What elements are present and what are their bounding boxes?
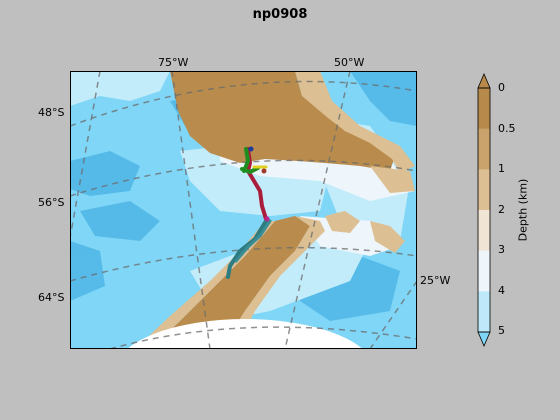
lat-label-48s: 48°S (38, 106, 65, 119)
ship-track (226, 146, 272, 279)
colorbar-band (478, 210, 490, 252)
colorbar-tick-4: 4 (498, 284, 505, 297)
south-america (170, 71, 395, 171)
colorbar-label: Depth (km) (516, 178, 530, 242)
colorbar-tick-3: 3 (498, 243, 505, 256)
colorbar-band (478, 250, 490, 292)
colorbar-tick-5: 5 (498, 324, 505, 337)
south-america-margin (295, 71, 415, 193)
lon-label-75w: 75°W (158, 56, 189, 69)
colorbar-band (478, 169, 490, 211)
colorbar-band (478, 291, 490, 333)
map-border (70, 71, 417, 349)
colorbar-bottom-extend (477, 331, 491, 348)
colorbar-band (478, 128, 490, 170)
lon-label-25w: 25°W (420, 274, 451, 287)
bathymetry-map (70, 71, 417, 349)
antarctic-peninsula (150, 216, 310, 349)
colorbar-band (478, 88, 490, 130)
colorbar-tick-1: 1 (498, 162, 505, 175)
colorbar-tick-0-5: 0.5 (498, 122, 516, 135)
lat-label-56s: 56°S (38, 196, 65, 209)
antarctica-ice (127, 319, 363, 349)
colorbar-tick-2: 2 (498, 203, 505, 216)
plot-title: np0908 (252, 7, 308, 22)
colorbar-tick-0: 0 (498, 81, 505, 94)
colorbar-top-extend (477, 72, 491, 89)
depth-colorbar (477, 72, 491, 348)
scotia-ridge (325, 211, 405, 253)
lon-label-50w: 50°W (334, 56, 365, 69)
lat-label-64s: 64°S (38, 291, 65, 304)
colorbar-frame (477, 87, 491, 333)
